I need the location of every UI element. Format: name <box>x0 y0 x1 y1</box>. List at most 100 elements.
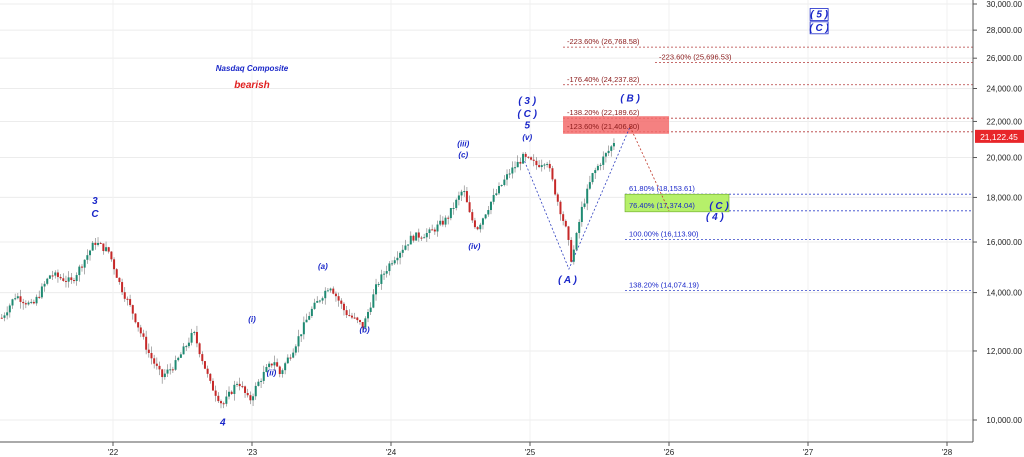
candle-body <box>612 143 615 147</box>
candle-body <box>70 277 73 281</box>
candle-body <box>546 163 549 165</box>
x-tick-label: '22 <box>108 448 119 457</box>
candle-body <box>260 380 263 382</box>
candle-body <box>527 156 530 158</box>
upper-target-zone <box>563 116 669 134</box>
candle-body <box>179 354 182 358</box>
candle-body <box>391 263 394 265</box>
candle-body <box>142 333 145 337</box>
candle-body <box>375 284 378 295</box>
candle-body <box>11 299 14 306</box>
wave-label: ( A ) <box>558 275 577 286</box>
candle-body <box>150 352 153 359</box>
candle-body <box>305 319 308 323</box>
x-tick-label: '25 <box>525 448 536 457</box>
candle-body <box>586 188 589 204</box>
candle-body <box>78 266 81 276</box>
chart-subtitle: bearish <box>234 80 270 91</box>
candle-body <box>575 232 578 250</box>
candle-body <box>163 373 166 378</box>
candle-body <box>174 360 177 370</box>
candle-body <box>428 229 431 233</box>
candle-body <box>105 247 108 252</box>
candle-body <box>281 370 284 375</box>
boxed-wave-label: ( C ) <box>809 23 829 34</box>
candle-body <box>289 357 292 359</box>
candle-body <box>599 164 602 166</box>
candle-body <box>476 227 479 230</box>
candle-body <box>594 170 597 174</box>
candle-body <box>417 232 420 238</box>
candle-body <box>19 296 22 302</box>
candle-body <box>48 275 51 279</box>
candle-body <box>292 352 295 358</box>
candle-body <box>372 294 375 308</box>
x-tick-label: '23 <box>247 448 258 457</box>
last-price-tag <box>975 129 1024 143</box>
wave-label: (v) <box>522 133 532 142</box>
wave-c-projection-line <box>629 126 670 212</box>
candle-body <box>91 242 94 251</box>
candle-body <box>8 305 11 313</box>
candle-body <box>465 191 468 203</box>
candle-body <box>24 303 27 305</box>
candle-body <box>155 363 158 366</box>
candle-body <box>300 334 303 337</box>
candle-body <box>492 195 495 202</box>
candle-body <box>487 210 490 215</box>
lower-target-zone <box>624 193 730 213</box>
candle-body <box>310 308 313 316</box>
wave-label: (a) <box>318 262 328 271</box>
fib-levels-layer: -223.60% (26,768.58) -223.60% (25,696.53)… <box>563 37 973 291</box>
candle-body <box>602 156 605 165</box>
candle-body <box>572 249 575 262</box>
candle-body <box>367 312 370 319</box>
wave-label: 4 <box>219 418 226 429</box>
candle-body <box>524 153 527 157</box>
wave-label: C <box>91 209 99 220</box>
candle-body <box>562 214 565 221</box>
candle-body <box>607 150 610 154</box>
candle-body <box>153 358 156 364</box>
candle-body <box>356 317 359 321</box>
candle-body <box>468 202 471 213</box>
candle-body <box>396 257 399 261</box>
candle-body <box>121 282 124 293</box>
candle-body <box>444 217 447 225</box>
candle-body <box>161 369 164 378</box>
candles-layer <box>0 138 615 409</box>
candle-body <box>503 179 506 185</box>
candle-body <box>583 203 586 207</box>
candle-body <box>380 274 383 284</box>
candle-body <box>302 322 305 335</box>
candle-body <box>415 232 418 241</box>
candle-body <box>284 363 287 371</box>
candle-body <box>113 259 116 270</box>
candle-body <box>228 391 231 397</box>
y-axis: 10,000.00 12,000.00 14,000.00 16,000.00 18,0… <box>973 0 1024 425</box>
fib-lower-label: 61.80% (18,153.61) <box>629 184 695 193</box>
y-tick-label: 26,000.00 <box>986 54 1022 63</box>
wave-label: ( C ) <box>517 109 537 120</box>
candle-body <box>145 336 148 350</box>
candle-body <box>495 193 498 196</box>
candle-body <box>134 313 137 323</box>
wave-label: (b) <box>359 325 370 334</box>
candle-body <box>388 263 391 272</box>
candle-body <box>334 293 337 297</box>
candle-body <box>211 380 214 391</box>
candle-body <box>182 346 185 355</box>
candle-body <box>244 386 247 393</box>
candle-body <box>54 272 57 276</box>
candle-body <box>185 346 188 348</box>
candle-body <box>316 300 319 303</box>
candle-body <box>452 207 455 209</box>
y-tick-label: 20,000.00 <box>986 154 1022 163</box>
candle-body <box>342 303 345 311</box>
wave-label: (ii) <box>267 368 277 377</box>
wave-label: ( B ) <box>620 93 640 104</box>
candle-body <box>404 245 407 250</box>
candle-body <box>89 250 92 256</box>
candle-body <box>201 354 204 362</box>
